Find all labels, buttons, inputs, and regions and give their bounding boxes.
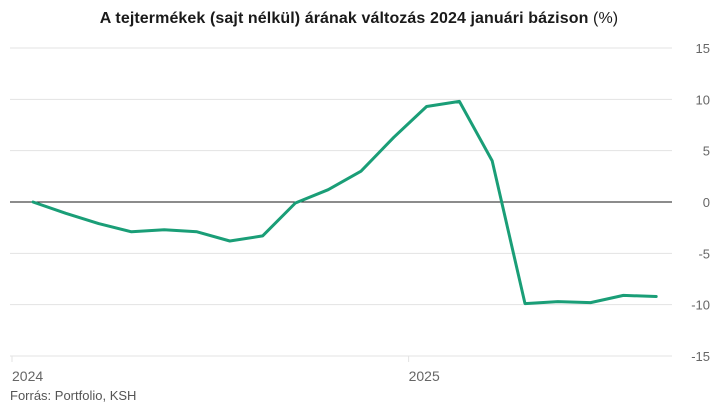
chart-title-text: A tejtermékek (sajt nélkül) árának válto…	[99, 10, 589, 27]
x-tick-label: 2024	[12, 368, 43, 384]
y-tick-label: -5	[698, 246, 710, 261]
series-line	[31, 99, 658, 306]
y-tick-label: 0	[703, 195, 710, 210]
source-note: Forrás: Portfolio, KSH	[10, 388, 137, 403]
y-tick-label: -10	[691, 298, 710, 313]
chart-title-unit: (%)	[593, 10, 619, 27]
y-tick-label: -15	[691, 349, 710, 364]
y-tick-label: 15	[696, 41, 710, 56]
x-tick-label: 2025	[409, 368, 440, 384]
y-tick-label: 10	[696, 92, 710, 107]
y-tick-label: 5	[703, 144, 710, 159]
chart-title: A tejtermékek (sajt nélkül) árának válto…	[0, 10, 718, 28]
